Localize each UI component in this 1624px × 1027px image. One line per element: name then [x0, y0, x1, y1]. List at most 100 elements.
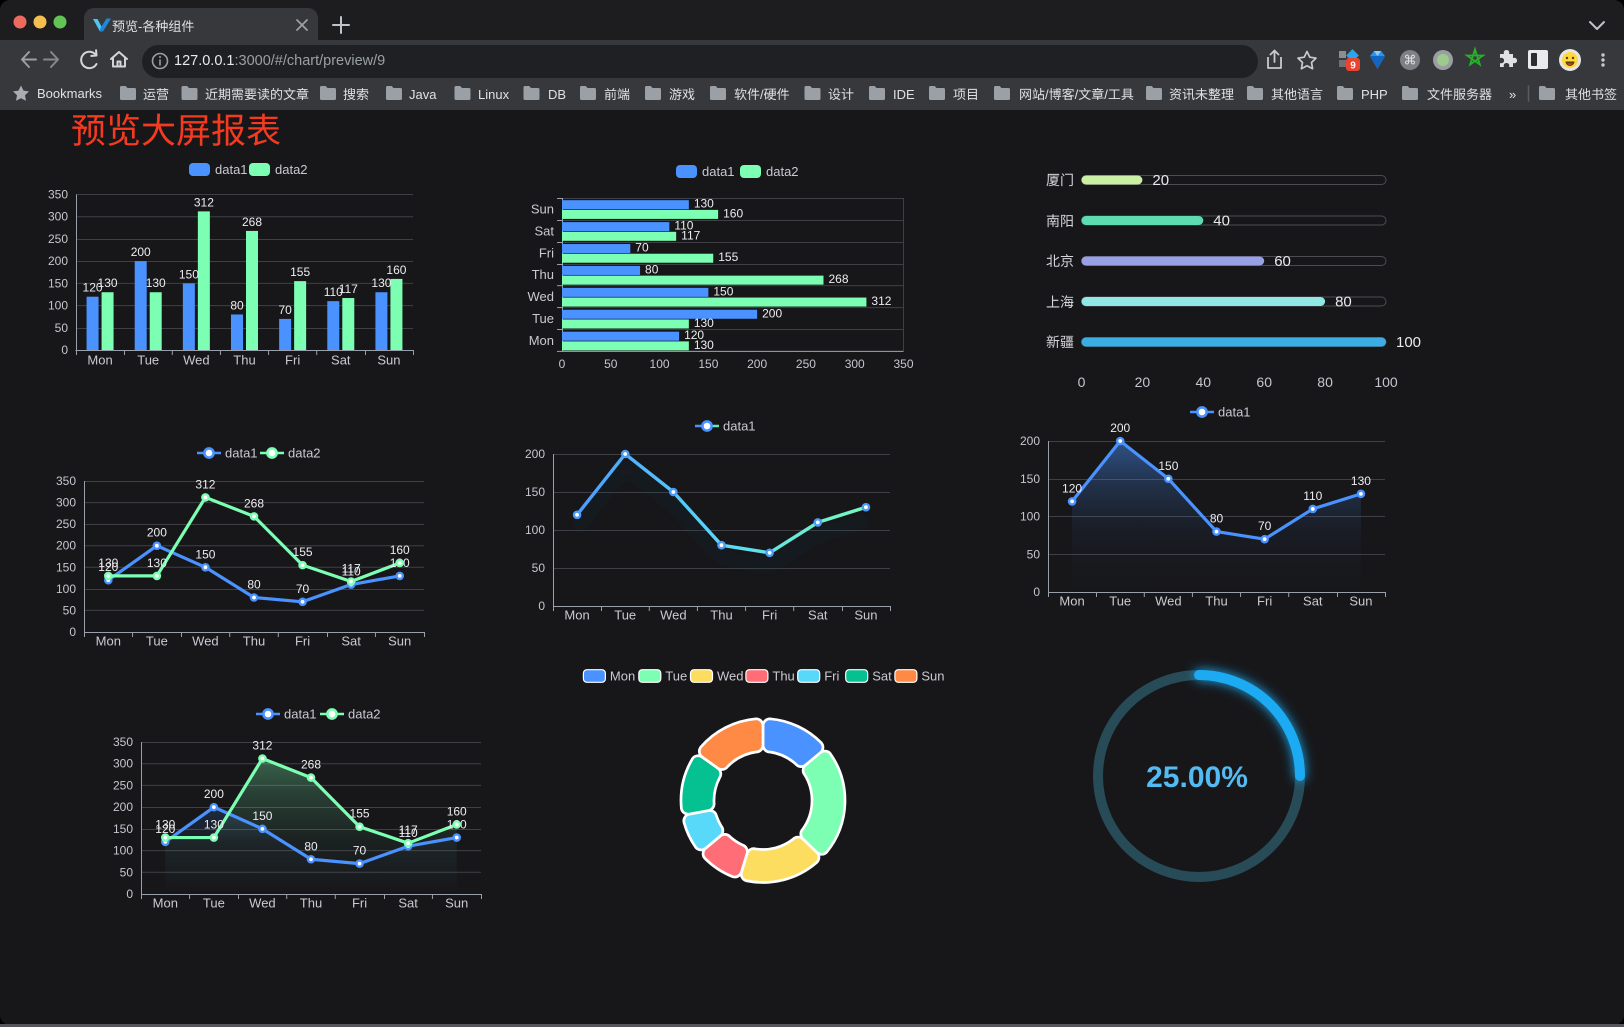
- svg-text:120: 120: [1062, 481, 1082, 495]
- svg-text:50: 50: [63, 603, 77, 617]
- svg-text:200: 200: [56, 539, 76, 553]
- svg-text:Mon: Mon: [153, 896, 178, 911]
- svg-text:Sun: Sun: [854, 608, 877, 623]
- svg-text:300: 300: [845, 357, 865, 371]
- svg-text:268: 268: [828, 272, 848, 286]
- svg-text:200: 200: [747, 357, 767, 371]
- svg-text:150: 150: [179, 267, 199, 281]
- svg-text:200: 200: [147, 526, 167, 540]
- svg-text:130: 130: [694, 197, 714, 211]
- svg-text:250: 250: [48, 232, 68, 246]
- svg-text:155: 155: [293, 545, 313, 559]
- svg-text:200: 200: [525, 447, 545, 461]
- svg-text:Mon: Mon: [1059, 594, 1084, 609]
- svg-text:150: 150: [48, 276, 68, 290]
- svg-text:130: 130: [1351, 474, 1371, 488]
- svg-text:250: 250: [113, 778, 133, 792]
- svg-text:200: 200: [113, 800, 133, 814]
- svg-text:0: 0: [69, 625, 76, 639]
- svg-text:70: 70: [1258, 519, 1272, 533]
- svg-text:Thu: Thu: [772, 669, 794, 684]
- svg-text:Sun: Sun: [377, 353, 400, 368]
- svg-text:160: 160: [386, 263, 406, 277]
- svg-text:117: 117: [399, 823, 418, 837]
- svg-text:Fri: Fri: [539, 245, 554, 260]
- svg-text:350: 350: [48, 188, 68, 202]
- svg-text:300: 300: [48, 210, 68, 224]
- svg-text:Tue: Tue: [203, 896, 225, 911]
- svg-text:50: 50: [532, 561, 546, 575]
- svg-text:data1: data1: [225, 446, 258, 461]
- svg-text:Sun: Sun: [1349, 594, 1372, 609]
- svg-text:300: 300: [113, 757, 133, 771]
- svg-text:Wed: Wed: [249, 896, 276, 911]
- svg-text:40: 40: [1196, 374, 1212, 390]
- svg-text:data2: data2: [288, 446, 321, 461]
- svg-text:70: 70: [635, 241, 649, 255]
- svg-text:Wed: Wed: [717, 669, 744, 684]
- svg-text:Sun: Sun: [445, 896, 468, 911]
- svg-text:Mon: Mon: [87, 353, 112, 368]
- svg-text:268: 268: [301, 758, 321, 772]
- svg-text:250: 250: [56, 517, 76, 531]
- svg-text:20: 20: [1152, 172, 1169, 189]
- svg-text:100: 100: [56, 582, 76, 596]
- svg-text:60: 60: [1256, 374, 1272, 390]
- svg-text:200: 200: [204, 787, 224, 801]
- svg-text:data1: data1: [284, 707, 317, 722]
- svg-text:117: 117: [681, 228, 700, 242]
- svg-text:150: 150: [195, 547, 215, 561]
- svg-text:data1: data1: [723, 419, 756, 434]
- svg-text:Thu: Thu: [532, 267, 554, 282]
- svg-text:200: 200: [48, 254, 68, 268]
- svg-text:120: 120: [155, 822, 175, 836]
- svg-text:100: 100: [650, 357, 670, 371]
- svg-text:»: »: [1509, 87, 1516, 102]
- svg-text:Tue: Tue: [146, 634, 168, 649]
- svg-text:160: 160: [447, 805, 467, 819]
- svg-text:155: 155: [350, 807, 370, 821]
- svg-text:Mon: Mon: [96, 634, 121, 649]
- svg-text:0: 0: [1078, 374, 1086, 390]
- svg-text:150: 150: [525, 485, 545, 499]
- svg-text:20: 20: [1135, 374, 1151, 390]
- svg-text:120: 120: [98, 560, 118, 574]
- svg-text:300: 300: [56, 496, 76, 510]
- svg-text:155: 155: [290, 265, 310, 279]
- svg-text:Sat: Sat: [1303, 594, 1323, 609]
- svg-text:150: 150: [698, 357, 718, 371]
- svg-text:Sun: Sun: [921, 669, 944, 684]
- svg-text:150: 150: [56, 560, 76, 574]
- svg-text:130: 130: [694, 316, 714, 330]
- svg-text:Wed: Wed: [1155, 594, 1182, 609]
- svg-text:200: 200: [1020, 434, 1040, 448]
- svg-text:130: 130: [147, 556, 167, 570]
- svg-text:40: 40: [1213, 213, 1230, 230]
- svg-text:120: 120: [83, 281, 103, 295]
- svg-text:117: 117: [339, 282, 358, 296]
- svg-text:200: 200: [131, 245, 151, 259]
- svg-text:117: 117: [342, 562, 361, 576]
- svg-text:110: 110: [1303, 489, 1322, 503]
- svg-text:268: 268: [244, 496, 264, 510]
- svg-text:Fri: Fri: [285, 353, 300, 368]
- svg-text:350: 350: [56, 474, 76, 488]
- svg-text:268: 268: [242, 215, 262, 229]
- svg-text:Sat: Sat: [872, 669, 892, 684]
- svg-text:0: 0: [1033, 585, 1040, 599]
- svg-text:130: 130: [204, 818, 224, 832]
- svg-text:110: 110: [399, 826, 418, 840]
- svg-text:80: 80: [1210, 512, 1224, 526]
- svg-text:Fri: Fri: [1257, 594, 1272, 609]
- svg-text:130: 130: [146, 276, 166, 290]
- svg-text:data1: data1: [702, 164, 735, 179]
- svg-text:Sat: Sat: [331, 353, 351, 368]
- svg-text:130: 130: [98, 276, 118, 290]
- svg-text:Sat: Sat: [398, 896, 418, 911]
- svg-text:100: 100: [1396, 334, 1421, 351]
- svg-text:Thu: Thu: [710, 608, 732, 623]
- svg-text:312: 312: [195, 477, 215, 491]
- svg-text:Tue: Tue: [614, 608, 636, 623]
- svg-text:50: 50: [1027, 547, 1041, 561]
- svg-text:Tue: Tue: [532, 311, 554, 326]
